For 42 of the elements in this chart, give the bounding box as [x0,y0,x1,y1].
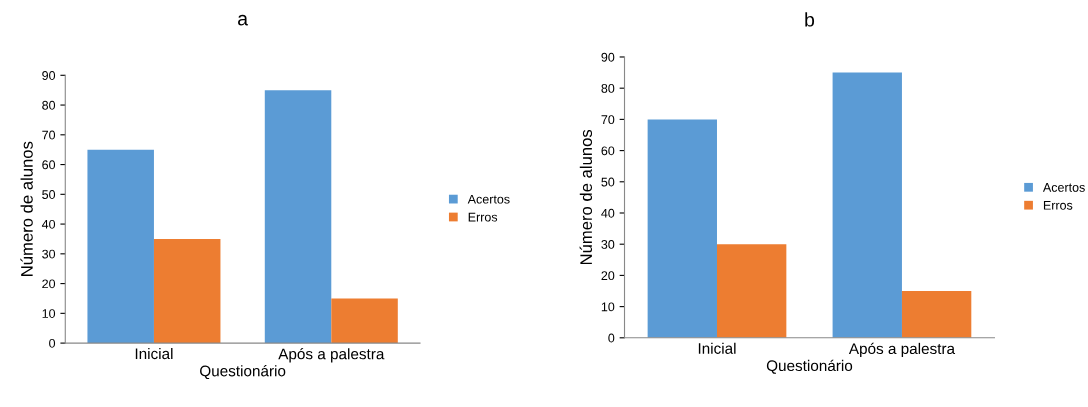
legend-label: Erros [1043,200,1073,210]
x-tick-label: Após a palestra [278,347,385,363]
legend-label: Acertos [467,194,510,204]
y-tick-label: 50 [42,190,56,199]
y-tick-label: 70 [42,130,56,140]
bar [901,291,972,338]
y-tick-label: 90 [42,71,56,80]
legend-label: Acertos [1042,183,1085,192]
y-tick-label: 30 [601,240,615,249]
y-axis-title: Número de alunos [579,129,593,265]
bar [153,238,221,344]
y-tick-label: 60 [601,146,615,156]
x-tick-label: Após a palestra [848,342,956,358]
x-axis-title: Questionário [766,359,853,374]
y-tick-label: 70 [601,115,615,125]
y-tick-label: 90 [601,52,615,62]
y-tick-label: 60 [42,160,56,170]
y-tick-label: 50 [601,177,615,187]
y-tick-label: 30 [42,249,56,259]
x-tick-label: Inicial [135,347,173,360]
bar [832,72,902,338]
y-tick-label: 20 [601,271,615,281]
chart-title: a [238,14,249,26]
y-axis-title: Número de alunos [20,141,33,276]
x-axis-title: Questionário [200,364,286,380]
bar [331,298,398,344]
bar [716,244,787,338]
bar [647,119,717,338]
y-tick-label: 80 [42,100,56,110]
chart-title: b [805,12,815,27]
bar [87,149,154,344]
bar [264,90,332,344]
y-tick-label: 10 [42,309,56,318]
legend-label: Erros [468,212,498,222]
y-tick-label: 0 [49,338,56,348]
y-tick-label: 40 [41,219,56,229]
x-tick-label: Inicial [698,342,736,354]
y-tick-label: 10 [601,302,615,312]
y-tick-label: 0 [608,333,615,343]
y-tick-label: 40 [601,208,615,218]
y-tick-label: 20 [42,279,56,289]
y-tick-label: 80 [601,83,615,93]
